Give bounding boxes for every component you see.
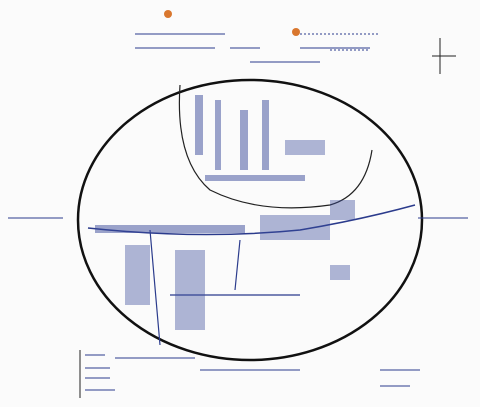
header-scribble [135, 33, 370, 63]
road [178, 84, 373, 209]
house-row [205, 175, 305, 181]
house-row [215, 100, 221, 170]
margin-scribble [8, 217, 468, 387]
house-row [240, 110, 248, 170]
house-row [262, 100, 269, 170]
legend [79, 350, 195, 398]
lane [149, 229, 300, 346]
house-row [195, 95, 203, 155]
house-cluster [175, 250, 205, 330]
house [285, 140, 325, 155]
punch-mark [292, 28, 300, 36]
legend-scribble [85, 354, 195, 391]
header-dash [300, 33, 380, 51]
house-cluster [260, 215, 330, 240]
village-boundary [76, 78, 424, 362]
compass [432, 38, 456, 74]
house-cluster [125, 245, 150, 305]
house-cluster [330, 200, 355, 220]
house-row [95, 225, 245, 233]
punch-mark [164, 10, 172, 18]
houses [95, 95, 355, 330]
house [330, 265, 350, 280]
header [135, 33, 380, 63]
